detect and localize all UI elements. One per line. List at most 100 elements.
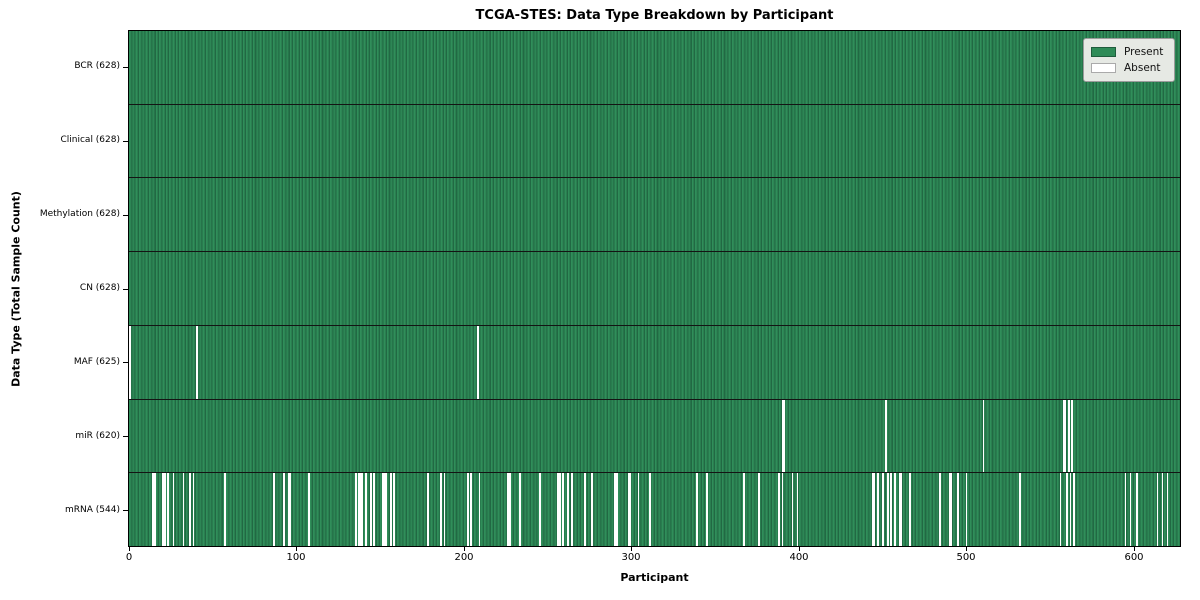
absent-stripe [1064, 399, 1067, 473]
absent-stripe [1067, 399, 1070, 473]
absent-stripe [154, 473, 156, 547]
absent-stripe [129, 325, 131, 399]
absent-stripe [172, 473, 175, 547]
absent-stripe [373, 473, 376, 547]
absent-stripe [584, 473, 586, 547]
y-tick-label-miR: miR (620) [75, 431, 120, 441]
absent-stripe [189, 473, 191, 547]
absent-stripe [385, 473, 387, 547]
absent-stripe [1071, 399, 1073, 473]
absent-stripe [637, 473, 640, 547]
legend-label-absent: Absent [1124, 62, 1161, 74]
x-tick [799, 547, 800, 551]
absent-stripe [167, 473, 170, 547]
absent-stripe [557, 473, 560, 547]
absent-stripe [877, 473, 879, 547]
absent-stripe [470, 473, 473, 547]
absent-stripe [289, 473, 292, 547]
heatmap-row-Clinical [129, 104, 1180, 179]
legend-item-absent: Absent [1091, 60, 1167, 76]
absent-stripe [629, 473, 632, 547]
x-tick [296, 547, 297, 551]
absent-stripe [900, 473, 903, 547]
absent-stripe [1019, 473, 1022, 547]
absent-stripe [361, 473, 364, 547]
x-tick-label: 0 [125, 552, 133, 563]
absent-stripe [1124, 473, 1127, 547]
absent-stripe [1161, 473, 1164, 547]
absent-stripe [791, 473, 794, 547]
y-tick-label-Clinical: Clinical (628) [60, 135, 120, 145]
x-tick-label: 100 [286, 552, 306, 563]
absent-stripe [364, 473, 367, 547]
x-tick [631, 547, 632, 551]
absent-stripe [164, 473, 166, 547]
absent-stripe [559, 473, 561, 547]
absent-stripe [781, 399, 784, 473]
absent-stripe [758, 473, 760, 547]
absent-stripe [885, 399, 888, 473]
absent-stripe [467, 473, 469, 547]
x-tick-label: 500 [956, 552, 976, 563]
y-tick-label-Methylation: Methylation (628) [39, 209, 120, 219]
absent-stripe [890, 473, 893, 547]
y-tick [123, 362, 128, 363]
absent-stripe [539, 473, 541, 547]
absent-stripe [358, 473, 360, 547]
absent-stripe [616, 473, 618, 547]
absent-stripe [627, 473, 630, 547]
absent-stripe [1062, 399, 1065, 473]
absent-stripe [478, 473, 481, 547]
absent-stripe [354, 473, 357, 547]
heatmap-row-Methylation [129, 178, 1180, 253]
absent-stripe [783, 399, 786, 473]
absent-stripe [965, 473, 968, 547]
absent-stripe [949, 473, 951, 547]
absent-stripe [872, 473, 874, 547]
absent-stripe [893, 473, 896, 547]
y-tick [123, 215, 128, 216]
x-tick [129, 547, 130, 551]
y-tick-label-CN: CN (628) [79, 283, 120, 293]
absent-stripe [195, 325, 198, 399]
absent-stripe [359, 473, 362, 547]
absent-stripe [282, 473, 285, 547]
absent-stripe [443, 473, 446, 547]
absent-stripe [562, 473, 565, 547]
legend-label-present: Present [1124, 46, 1164, 58]
absent-stripe [152, 473, 155, 547]
absent-stripe [781, 473, 784, 547]
absent-stripe [308, 473, 310, 547]
absent-stripe [192, 473, 195, 547]
absent-stripe [507, 473, 509, 547]
absent-stripe [1069, 473, 1072, 547]
y-tick [123, 289, 128, 290]
absent-stripe [567, 473, 570, 547]
x-tick [966, 547, 967, 551]
present-swatch-icon [1091, 47, 1116, 57]
absent-stripe [706, 473, 709, 547]
absent-stripe [393, 473, 396, 547]
absent-stripe [518, 473, 521, 547]
absent-stripe [957, 473, 960, 547]
absent-stripe [390, 473, 392, 547]
y-tick-label-MAF: MAF (625) [73, 357, 120, 367]
legend: Present Absent [1083, 38, 1175, 82]
x-tick [1134, 547, 1135, 551]
absent-stripe [570, 473, 573, 547]
absent-swatch-icon [1091, 63, 1116, 73]
legend-item-present: Present [1091, 44, 1167, 60]
absent-stripe [287, 473, 290, 547]
y-tick [123, 67, 128, 68]
absent-stripe [440, 473, 442, 547]
absent-stripe [508, 473, 511, 547]
heatmap-row-BCR [129, 31, 1180, 105]
x-axis-label: Participant [620, 571, 689, 584]
absent-stripe [272, 473, 275, 547]
absent-stripe [182, 473, 185, 547]
x-tick-label: 400 [789, 552, 809, 563]
y-tick-label-mRNA: mRNA (544) [65, 505, 120, 515]
x-tick-label: 600 [1124, 552, 1144, 563]
absent-stripe [939, 473, 941, 547]
heatmap-row-mRNA [129, 473, 1180, 547]
